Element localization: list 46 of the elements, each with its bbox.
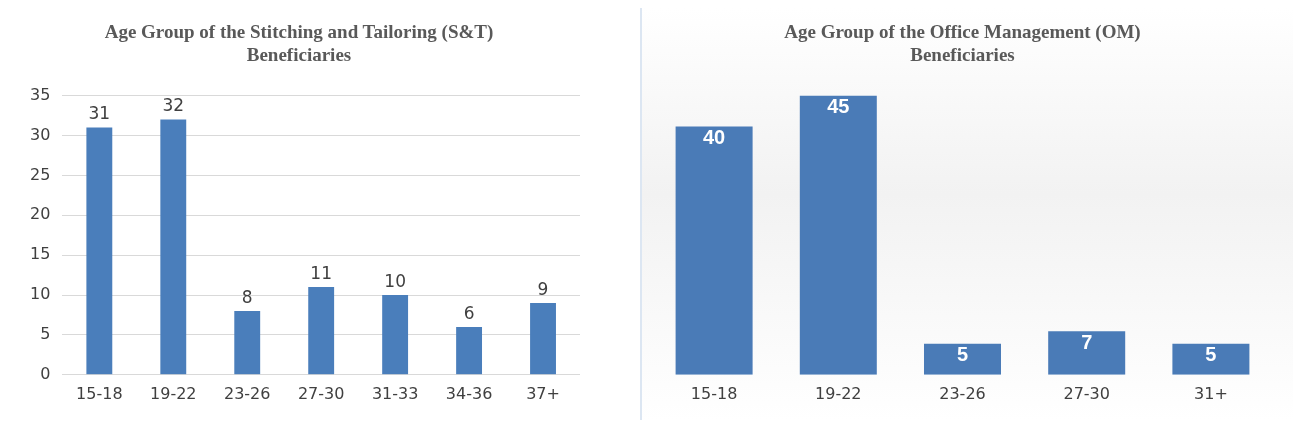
x-tick-label: 23-26: [939, 383, 986, 403]
x-tick-label: 37+: [526, 383, 560, 403]
x-tick-label: 19-22: [150, 383, 197, 403]
x-tick-label: 27-30: [1063, 383, 1110, 403]
x-tick-label: 27-30: [297, 383, 345, 403]
bar: [456, 326, 483, 375]
bar: [86, 127, 113, 375]
x-tick-label: 15-18: [76, 383, 123, 403]
y-tick-label: 30: [30, 124, 51, 144]
x-tick-label: 34-36: [445, 383, 493, 403]
bar: [924, 343, 1001, 375]
data-label: 5: [1205, 343, 1217, 366]
data-label: 8: [241, 286, 253, 307]
chart-title: Age Group of the Stitching and Tailoring (S&T) Beneficiaries: [104, 21, 494, 66]
y-tick-label: 20: [30, 204, 51, 224]
data-label: 11: [310, 262, 332, 283]
data-label: 10: [384, 270, 406, 291]
x-tick-label: 15-18: [690, 383, 738, 403]
x-tick-label: 31+: [1194, 383, 1228, 403]
y-tick-label: 35: [30, 84, 51, 104]
chart-title: Age Group of the Office Management (OM) Beneficiaries: [784, 21, 1141, 66]
x-tick-label: 23-26: [223, 383, 271, 403]
x-tick-label: 31-33: [371, 383, 419, 403]
data-label: 32: [162, 95, 185, 116]
y-tick-label: 10: [30, 284, 51, 304]
data-label: 9: [537, 278, 549, 299]
bar: [1172, 343, 1250, 375]
bar: [160, 119, 187, 375]
data-label: 31: [88, 103, 111, 124]
y-tick-label: 0: [40, 363, 51, 383]
x-tick-label: 19-22: [815, 383, 862, 403]
data-label: 40: [702, 126, 726, 149]
bar: [675, 126, 753, 375]
bar: [799, 95, 877, 375]
data-label: 7: [1081, 330, 1093, 353]
bar: [530, 303, 556, 375]
bar: [382, 295, 409, 375]
data-label: 6: [463, 302, 475, 323]
y-tick-label: 15: [30, 244, 51, 264]
data-label: 45: [827, 95, 850, 118]
data-label: 5: [956, 343, 969, 366]
bar: [1048, 331, 1126, 375]
bar: [308, 287, 335, 375]
y-tick-label: 25: [30, 164, 51, 184]
y-tick-label: 5: [40, 324, 51, 344]
bar: [234, 310, 261, 375]
